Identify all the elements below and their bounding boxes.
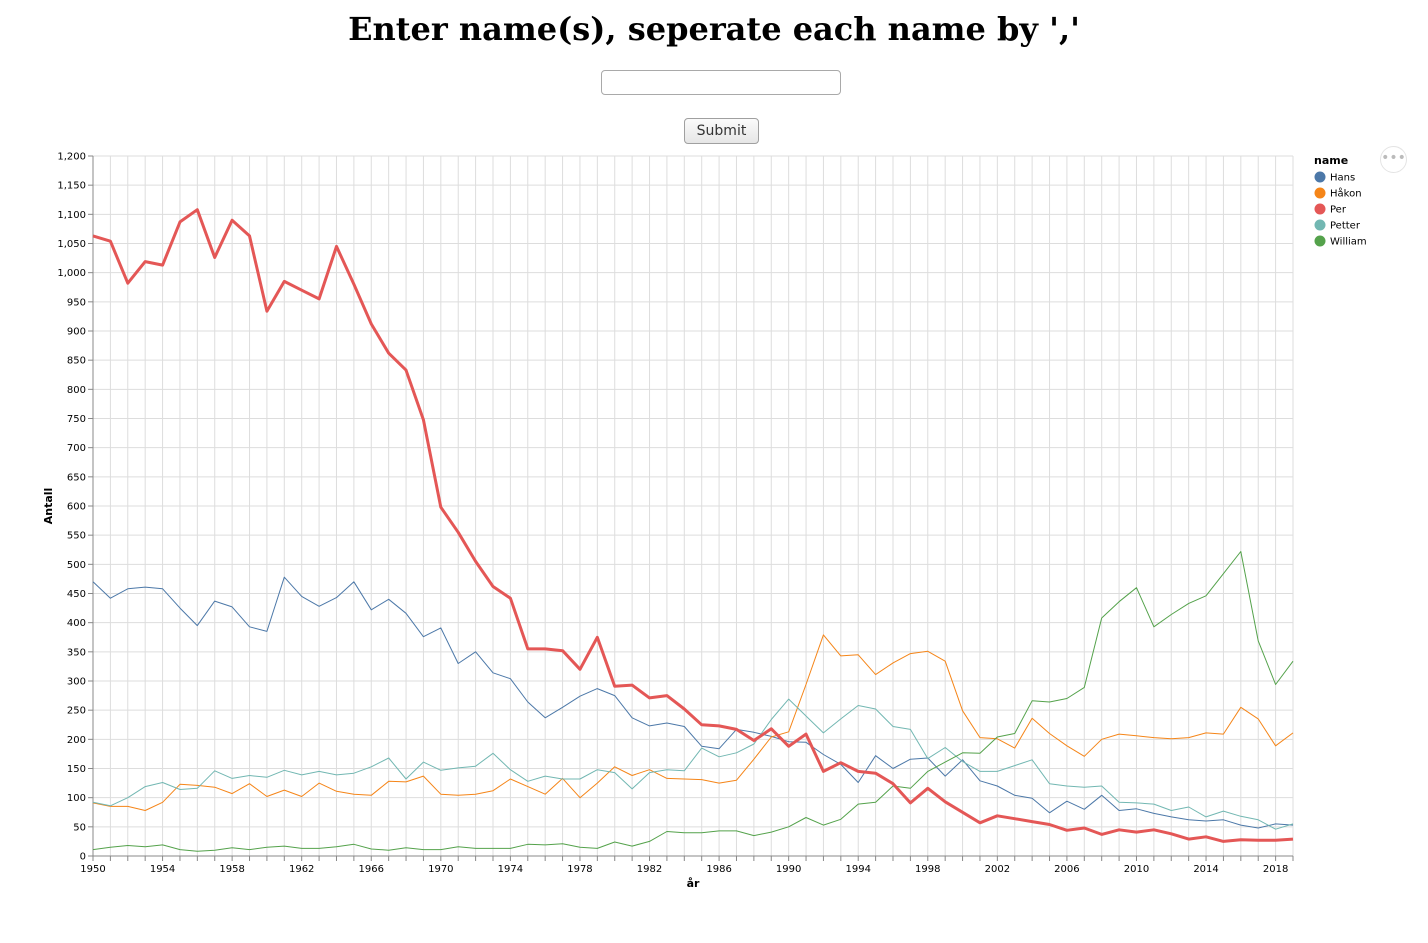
chart-lines	[92, 208, 1294, 852]
x-tick-label: 1986	[706, 864, 731, 875]
x-tick-label: 2018	[1263, 864, 1288, 875]
y-tick-label: 1,050	[57, 239, 86, 250]
x-tick-label: 1978	[567, 864, 592, 875]
y-tick-label: 1,100	[57, 210, 86, 221]
y-tick-label: 0	[80, 852, 86, 863]
name-input[interactable]	[601, 70, 841, 95]
x-tick-label: 1982	[637, 864, 662, 875]
chart-axes: 1950 1954 1958 1962 1966 1970 1974 1978 1982 1986…	[42, 152, 1294, 890]
y-tick-label: 900	[67, 327, 86, 338]
legend-label-william: William	[1330, 237, 1367, 248]
x-tick-label: 1954	[150, 864, 175, 875]
y-tick-label: 750	[67, 414, 86, 425]
y-axis-title: Antall	[42, 488, 55, 525]
series-line-hans	[92, 576, 1294, 829]
y-tick-label: 1,000	[57, 268, 86, 279]
series-line-hakon	[92, 634, 1294, 811]
y-tick-label: 350	[67, 647, 86, 658]
x-tick-label: 1998	[915, 864, 940, 875]
legend-label-hans: Hans	[1330, 173, 1355, 184]
y-tick-label: 100	[67, 793, 86, 804]
legend-label-hakon: Håkon	[1330, 187, 1362, 200]
y-tick-label: 50	[73, 822, 86, 833]
y-tick-label: 500	[67, 560, 86, 571]
y-tick-label: 400	[67, 618, 86, 629]
x-tick-label: 1970	[428, 864, 453, 875]
y-tick-label: 950	[67, 297, 86, 308]
y-tick-label: 450	[67, 589, 86, 600]
y-tick-label: 250	[67, 706, 86, 717]
y-tick-label: 1,200	[57, 152, 86, 163]
series-line-petter	[92, 698, 1294, 830]
x-tick-label: 2010	[1124, 864, 1149, 875]
legend-title: name	[1314, 154, 1348, 167]
x-tick-label: 2014	[1193, 864, 1218, 875]
x-tick-label: 1962	[289, 864, 314, 875]
chart-grid	[92, 155, 1294, 857]
legend-swatch-william	[1314, 235, 1326, 247]
legend-swatch-petter	[1314, 219, 1326, 231]
x-tick-label: 1990	[776, 864, 801, 875]
legend-swatch-per	[1314, 203, 1326, 215]
y-tick-label: 550	[67, 531, 86, 542]
chart-legend: name Hans Håkon Per Petter William	[1314, 154, 1367, 248]
legend-swatch-hans	[1314, 171, 1326, 183]
submit-button[interactable]: Submit	[684, 118, 759, 144]
x-tick-label: 1966	[359, 864, 384, 875]
x-tick-label: 2002	[985, 864, 1010, 875]
page-title: Enter name(s), seperate each name by ','	[348, 10, 1080, 48]
series-line-per	[92, 208, 1294, 843]
y-tick-label: 150	[67, 764, 86, 775]
y-tick-label: 850	[67, 356, 86, 367]
y-tick-label: 600	[67, 502, 86, 513]
x-tick-label: 1974	[498, 864, 523, 875]
y-tick-label: 650	[67, 472, 86, 483]
y-tick-label: 300	[67, 677, 86, 688]
y-tick-label: 700	[67, 443, 86, 454]
legend-swatch-hakon	[1314, 187, 1326, 199]
x-axis-title: år	[687, 877, 700, 890]
y-tick-label: 1,150	[57, 181, 86, 192]
x-tick-label: 1950	[80, 864, 105, 875]
legend-label-per: Per	[1330, 205, 1347, 216]
y-tick-label: 200	[67, 735, 86, 746]
x-tick-label: 1994	[845, 864, 870, 875]
x-tick-label: 1958	[219, 864, 244, 875]
series-line-william	[92, 551, 1294, 852]
x-tick-label: 2006	[1054, 864, 1079, 875]
legend-label-petter: Petter	[1330, 221, 1361, 232]
y-tick-label: 800	[67, 385, 86, 396]
more-horizontal-icon[interactable]: •••	[1380, 146, 1407, 173]
